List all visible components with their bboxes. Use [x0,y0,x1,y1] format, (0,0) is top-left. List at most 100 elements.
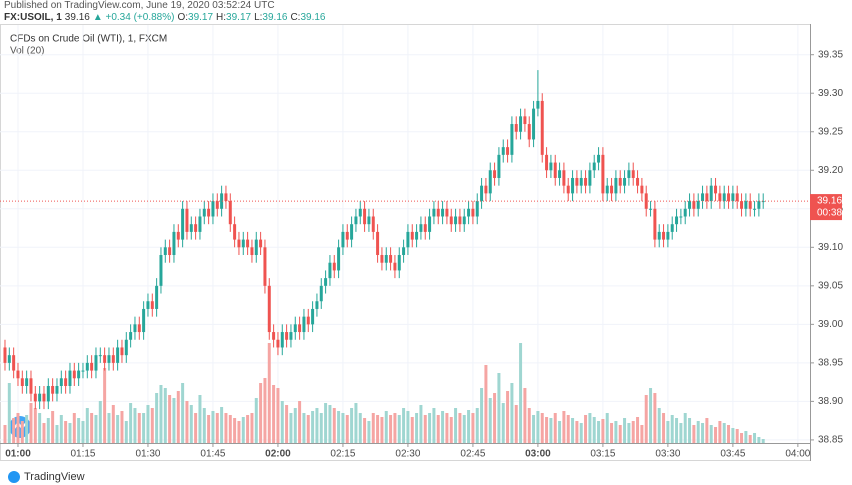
candle-body [246,239,250,248]
candle-body [302,316,306,333]
volume-bar [688,418,692,443]
volume-bar [636,417,640,443]
last: 39.16 [64,12,90,23]
candle-body [397,255,401,271]
candle-body [514,124,518,132]
volume-bar [51,411,55,443]
x-tick-label: 02:15 [330,449,355,460]
candle-body [649,208,653,210]
volume-bar [406,411,410,443]
candle-body [306,316,310,325]
symbol-line: FX:USOIL, 1 39.16 ▲ +0.34 (+0.88%) O:39.17 H… [4,12,328,23]
candle-body [384,255,388,263]
candle-body [159,255,163,286]
candle-body [709,185,713,202]
volume-bars [3,343,765,443]
candle-body [510,124,514,155]
candle-body [566,185,570,194]
candle-body [380,255,384,263]
x-tick-label: 01:45 [200,449,225,460]
candle-body [324,278,328,286]
volume-bar [705,418,709,443]
volume-bar [666,421,670,443]
volume-bar [77,418,81,443]
l: 39.16 [262,12,288,23]
volume-bar [259,383,263,443]
volume-bar [358,413,362,443]
x-tick-label: 01:30 [135,449,160,460]
volume-bar [714,427,718,443]
candle-body [33,393,37,402]
candle-body [16,370,20,379]
candle-body [176,231,180,240]
volume-bar [363,418,367,443]
volume-bar [445,413,449,443]
candle-body [688,201,692,209]
volume-bar [202,408,206,443]
volume-bar [675,418,679,443]
volume-bar [501,403,505,443]
volume-bar [419,405,423,443]
candle-body [207,208,211,217]
volume-bar [657,408,661,443]
volume-bar [623,418,627,443]
candle-body [215,201,219,209]
volume-bar [514,405,518,443]
candle-body [155,285,159,309]
volume-bar [103,368,107,443]
candle-body [3,347,7,363]
volume-bar [727,425,731,443]
candle-body [59,378,63,386]
candle-body [631,170,635,178]
candle-body [614,177,618,194]
x-tick-label: 03:00 [525,449,551,460]
candle-body [575,177,579,186]
candle-body [601,154,605,194]
candle-body [237,239,241,248]
candle-body [224,193,228,202]
volume-bar [181,383,185,443]
candle-body [189,224,193,232]
candle-body [354,216,358,225]
volume-bar [285,405,289,443]
candle-body [475,201,479,217]
volume-bar [16,413,20,443]
candle-body [705,193,709,202]
volume-bar [376,415,380,443]
candle-body [545,154,549,171]
candle-body [605,185,609,194]
y-tick-label: 39.20 [818,165,843,176]
volume-bar [150,408,154,443]
x-tick-label: 02:45 [460,449,485,460]
y-tick-label: 39.00 [818,319,843,330]
volume-bar [68,423,72,443]
candle-body [51,385,55,394]
volume-bar [605,413,609,443]
volume-bar [415,413,419,443]
candle-body [670,224,674,232]
volume-bar [137,413,141,443]
volume-bar [133,408,137,443]
volume-bar [540,413,544,443]
candle-body [731,193,735,202]
candle-body [449,216,453,225]
volume-bar [298,401,302,443]
volume-bar [735,429,739,443]
c: 39.16 [300,12,326,23]
candle-body [761,201,765,203]
volume-bar [90,413,94,443]
volume-bar [397,415,401,443]
candle-body [610,185,614,194]
y-tick-label: 38.85 [818,435,843,446]
volume-bar [315,408,319,443]
volume-bar [683,413,687,443]
last-price-label: 39.16 [817,196,842,207]
candle-body [506,147,510,155]
volume-bar [198,395,202,443]
brand-icon [8,471,20,483]
candle-body [116,347,120,363]
y-tick-label: 39.10 [818,242,843,253]
candle-body [623,177,627,186]
candle-body [722,193,726,202]
